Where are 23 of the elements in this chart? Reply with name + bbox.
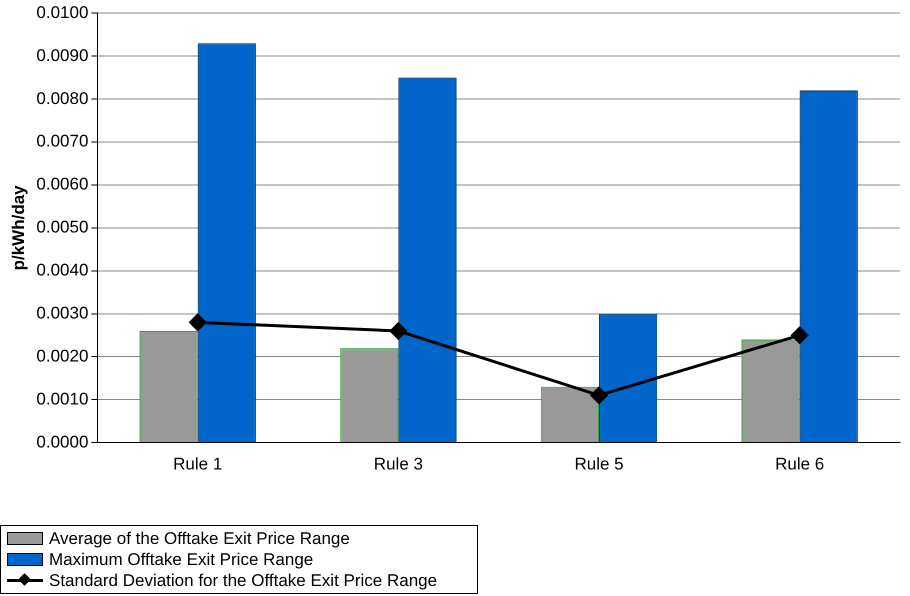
y-axis-title: p/kWh/day xyxy=(8,184,28,270)
y-tick-label: 0.0040 xyxy=(36,260,88,280)
x-tick-label: Rule 6 xyxy=(775,454,824,474)
y-tick-label: 0.0080 xyxy=(36,88,88,108)
y-tick-label: 0.0050 xyxy=(36,218,88,237)
y-tick-label: 0.0010 xyxy=(36,389,88,408)
point xyxy=(189,314,206,331)
point xyxy=(390,322,407,340)
y-tick-label: 0.0060 xyxy=(36,174,88,194)
legend-label: Maximum Offtake Exit Price Range xyxy=(49,549,314,570)
point xyxy=(791,326,808,344)
x-tick-label: Rule 5 xyxy=(574,454,624,474)
legend-label: Average of the Offtake Exit Price Range xyxy=(49,528,350,549)
y-tick-label: 0.0020 xyxy=(36,346,88,366)
legend-label: Standard Deviation for the Offtake Exit Price Range xyxy=(49,570,438,591)
y-tick-label: 0.0100 xyxy=(36,2,88,22)
x-tick-label: Rule 1 xyxy=(173,454,222,474)
y-tick-label: 0.0070 xyxy=(36,132,88,151)
y-tick-label: 0.0000 xyxy=(36,432,88,452)
x-tick-label: Rule 3 xyxy=(374,454,423,474)
point xyxy=(590,386,608,404)
y-tick-label: 0.0030 xyxy=(36,303,88,322)
y-tick-label: 0.0090 xyxy=(36,46,88,65)
